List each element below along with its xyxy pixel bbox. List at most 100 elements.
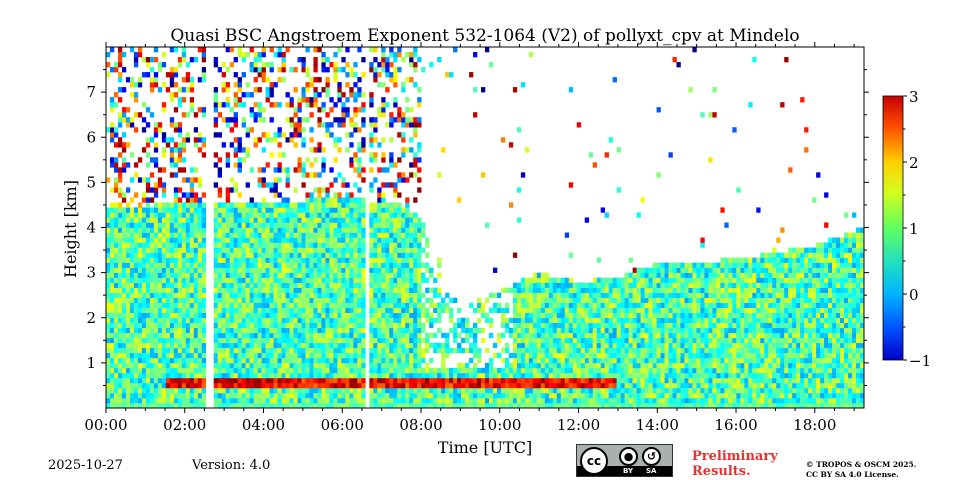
heatmap-cell <box>441 387 446 394</box>
heatmap-cell <box>401 312 406 319</box>
heatmap-cell <box>504 322 510 329</box>
heatmap-cell <box>141 372 147 379</box>
heatmap-cell <box>437 392 442 399</box>
heatmap-cell <box>157 397 163 404</box>
heatmap-cell <box>337 222 342 228</box>
heatmap-cell <box>325 397 330 404</box>
heatmap-cell <box>249 272 254 278</box>
heatmap-cell <box>177 247 183 253</box>
heatmap-cell <box>193 287 199 293</box>
heatmap-cell <box>373 177 378 183</box>
heatmap-cell <box>281 247 286 253</box>
heatmap-cell <box>405 317 410 324</box>
heatmap-cell <box>377 112 382 118</box>
heatmap-cell <box>528 382 534 389</box>
heatmap-cell <box>257 282 262 288</box>
heatmap-cell <box>285 307 290 314</box>
heatmap-cell <box>137 207 143 213</box>
heatmap-cell <box>377 322 382 329</box>
heatmap-cell <box>145 257 151 263</box>
heatmap-cell <box>249 247 254 253</box>
heatmap-cell <box>560 292 566 298</box>
heatmap-cell <box>301 332 306 339</box>
heatmap-cell <box>361 402 366 409</box>
heatmap-cell <box>137 282 143 288</box>
heatmap-cell <box>193 387 199 394</box>
heatmap-cell <box>369 337 374 344</box>
heatmap-cell <box>401 402 406 409</box>
heatmap-cell <box>269 397 274 404</box>
heatmap-cell <box>309 387 314 394</box>
heatmap-cell <box>241 392 246 399</box>
heatmap-cell <box>341 257 346 263</box>
heatmap-cell <box>233 347 238 354</box>
heatmap-cell <box>117 252 123 258</box>
heatmap-cell <box>325 212 330 218</box>
heatmap-cell <box>492 307 498 314</box>
heatmap-cell <box>305 342 310 349</box>
heatmap-cell <box>377 372 382 379</box>
heatmap-cell <box>341 262 346 268</box>
heatmap-cell <box>349 277 354 283</box>
heatmap-cell <box>301 97 306 103</box>
heatmap-cell <box>429 392 434 399</box>
heatmap-cell <box>161 102 167 108</box>
heatmap-cell <box>241 147 246 153</box>
heatmap-cell <box>393 212 398 218</box>
heatmap-cell <box>389 327 394 334</box>
heatmap-cell <box>129 382 135 389</box>
heatmap-cell <box>377 197 382 203</box>
heatmap-cell <box>225 387 230 394</box>
heatmap-cell <box>269 217 274 223</box>
heatmap-cell <box>333 212 338 218</box>
heatmap-cell <box>385 297 390 303</box>
heatmap-cell <box>129 117 135 123</box>
heatmap-cell <box>357 362 362 369</box>
heatmap-cell <box>109 302 115 309</box>
heatmap-cell <box>217 67 222 73</box>
heatmap-cell <box>425 362 430 369</box>
heatmap-cell <box>181 302 187 309</box>
heatmap-cell <box>277 52 282 58</box>
heatmap-cell <box>349 227 354 233</box>
heatmap-cell <box>213 292 219 298</box>
heatmap-cell <box>193 397 199 404</box>
heatmap-cell <box>293 402 298 409</box>
heatmap-cell <box>520 357 526 364</box>
heatmap-cell <box>253 342 258 349</box>
heatmap-cell <box>373 352 378 359</box>
heatmap-cell <box>353 277 358 283</box>
heatmap-cell <box>265 352 270 359</box>
heatmap-cell <box>397 252 402 258</box>
heatmap-cell <box>245 322 250 329</box>
heatmap-cell <box>109 312 115 319</box>
heatmap-cell <box>109 347 115 354</box>
heatmap-cell <box>237 102 242 108</box>
heatmap-cell <box>369 397 374 404</box>
heatmap-cell <box>548 402 554 409</box>
heatmap-cell <box>249 252 254 258</box>
heatmap-cell <box>520 347 526 354</box>
heatmap-cell <box>141 357 147 364</box>
heatmap-cell <box>137 77 143 83</box>
heatmap-cell <box>373 332 378 339</box>
heatmap-cell <box>269 327 274 334</box>
heatmap-cell <box>413 232 418 238</box>
heatmap-cell <box>261 332 266 339</box>
heatmap-cell <box>189 227 195 233</box>
heatmap-cell <box>353 112 358 118</box>
heatmap-cell <box>137 262 143 268</box>
heatmap-cell <box>369 342 374 349</box>
heatmap-cell <box>169 117 175 123</box>
heatmap-cell <box>540 312 546 319</box>
heatmap-cell <box>177 312 183 319</box>
heatmap-cell <box>109 217 115 223</box>
heatmap-cell <box>161 232 167 238</box>
heatmap-cell <box>492 342 498 349</box>
heatmap-cell <box>504 392 510 399</box>
heatmap-cell <box>453 347 458 354</box>
heatmap-cell <box>106 252 111 258</box>
heatmap-cell <box>389 337 394 344</box>
heatmap-cell <box>197 222 203 228</box>
heatmap-cell <box>341 352 346 359</box>
